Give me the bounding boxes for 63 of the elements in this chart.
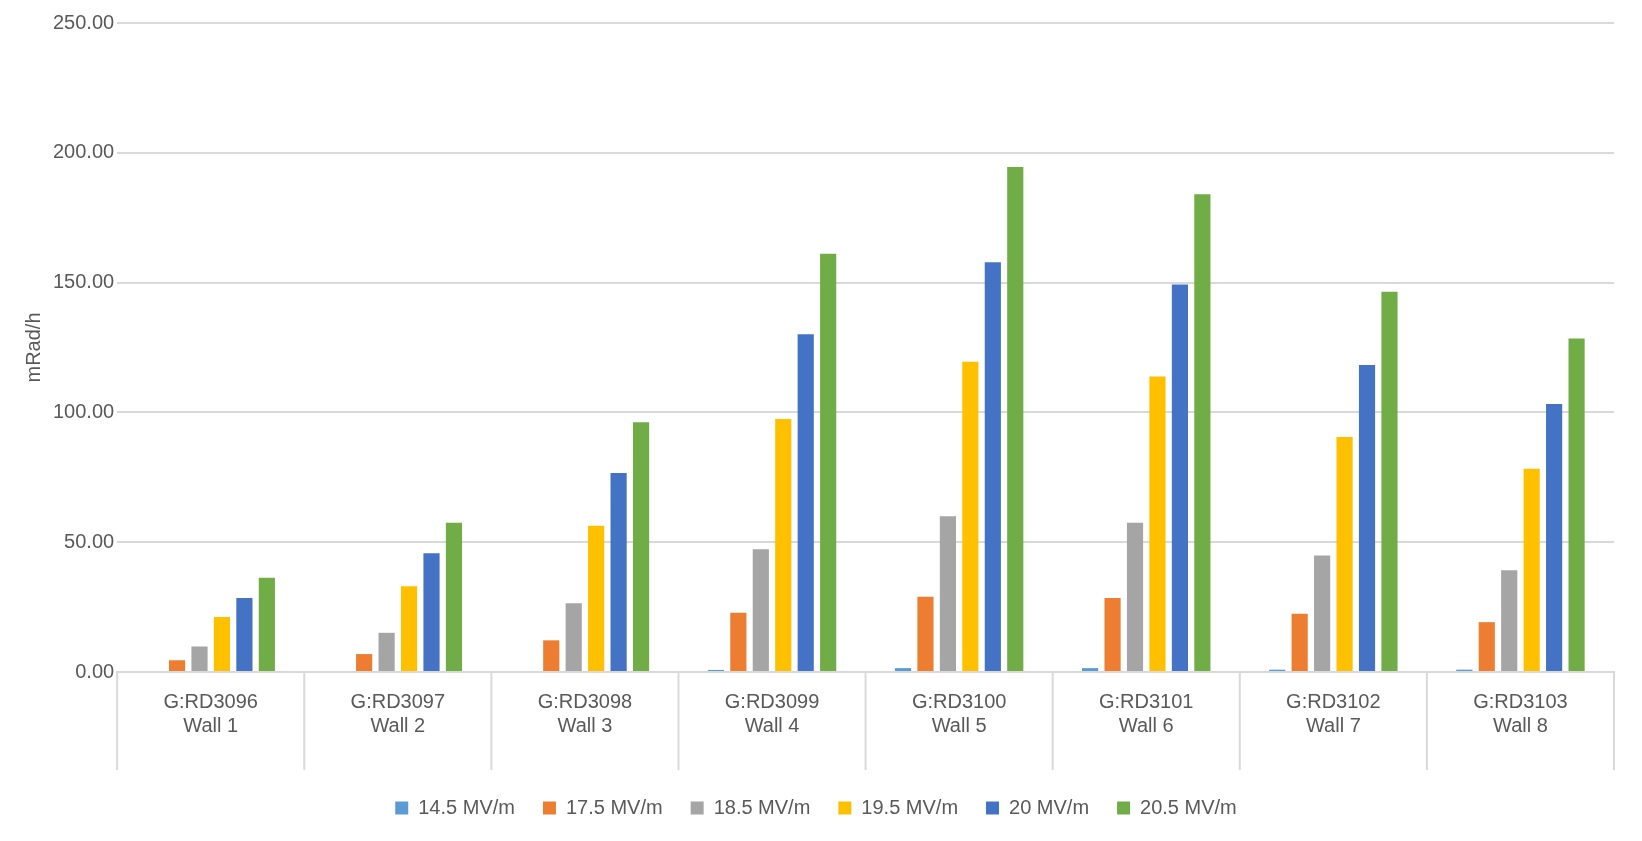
bar: [445, 522, 463, 671]
bar: [1126, 522, 1144, 671]
bar: [820, 253, 837, 671]
bar: [1171, 284, 1188, 671]
bar: [894, 668, 912, 671]
bar: [1358, 364, 1376, 671]
bar: [939, 516, 956, 671]
bar: [730, 612, 747, 671]
bar: [356, 654, 373, 671]
bar: [1149, 376, 1166, 671]
bar: [1546, 404, 1563, 671]
bar: [378, 632, 395, 671]
bar: [775, 418, 792, 671]
bar: [1007, 167, 1024, 671]
y-tick-label: 0.00: [75, 659, 115, 682]
bar: [1194, 194, 1211, 671]
bar: [752, 549, 769, 671]
bar: [1501, 570, 1518, 671]
x-tick-label: G:RD3097 Wall 2: [350, 689, 446, 736]
bar: [1568, 338, 1585, 671]
bar: [1336, 437, 1353, 671]
y-tick-label: 200.00: [53, 140, 115, 163]
x-tick-label: G:RD3100 Wall 5: [911, 689, 1007, 736]
bar: [797, 334, 814, 671]
bar: [168, 660, 186, 671]
bar: [543, 640, 560, 671]
bar: [400, 586, 418, 671]
bar: [588, 525, 605, 671]
bar: [213, 616, 231, 671]
x-tick-label: G:RD3099 Wall 4: [724, 689, 820, 736]
bar: [1314, 555, 1331, 671]
legend-label: 20.5 MV/m: [1140, 795, 1237, 818]
legend-label: 14.5 MV/m: [418, 795, 515, 818]
bar: [1291, 613, 1308, 671]
bar: [1381, 291, 1398, 671]
x-tick-label: G:RD3096 Wall 1: [163, 689, 258, 736]
bar: [565, 603, 582, 671]
bar: [1104, 598, 1121, 671]
legend-label: 17.5 MV/m: [565, 795, 663, 818]
bar: [191, 646, 208, 671]
bar: [1082, 668, 1099, 671]
bar: [258, 577, 275, 671]
bar: [917, 596, 934, 671]
x-tick-label: G:RD3103 Wall 8: [1473, 689, 1568, 736]
y-tick-label: 150.00: [53, 270, 115, 293]
bar: [984, 262, 1001, 671]
y-tick-label: 50.00: [64, 529, 115, 552]
x-tick-label: G:RD3101 Wall 6: [1098, 689, 1194, 736]
legend-label: 19.5 MV/m: [861, 795, 959, 818]
bar: [423, 553, 440, 671]
bar: [1523, 468, 1540, 671]
y-tick-label: 250.00: [53, 10, 115, 33]
bar: [1478, 622, 1495, 671]
bar: [632, 422, 650, 671]
legend-label: 18.5 MV/m: [713, 795, 811, 818]
x-tick-label: G:RD3098 Wall 3: [537, 689, 633, 736]
bar: [962, 361, 979, 671]
legend-label: 20 MV/m: [1009, 795, 1090, 818]
bar: [236, 598, 253, 671]
x-tick-label: G:RD3102 Wall 7: [1286, 689, 1381, 736]
bar: [610, 472, 627, 671]
y-axis-title: mRad/h: [21, 312, 44, 383]
y-tick-label: 100.00: [53, 399, 115, 422]
